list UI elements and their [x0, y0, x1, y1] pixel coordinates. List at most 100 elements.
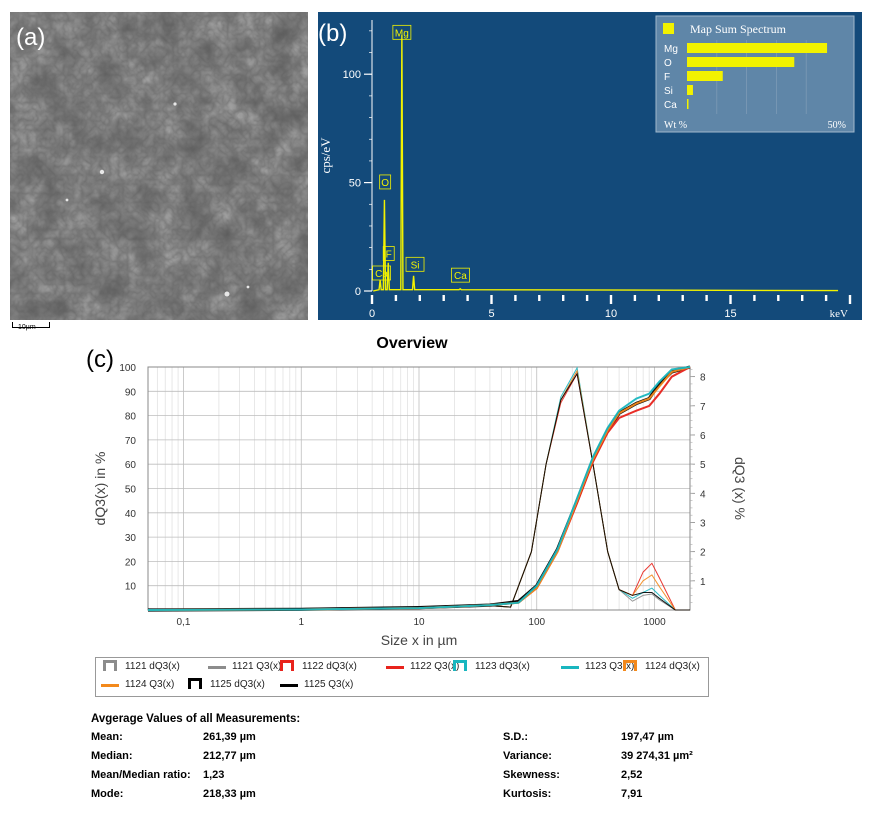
psd-y2-tick-label: 2 — [700, 548, 706, 559]
eds-peak-label-box — [379, 174, 392, 190]
eds-x-tick — [538, 295, 541, 301]
psd-plot-frame — [147, 366, 691, 611]
psd-y-tick-label: 30 — [125, 533, 137, 544]
eds-y-tick-label: 0 — [355, 286, 361, 298]
eds-y-tick-label: 100 — [343, 69, 361, 81]
legend-swatch-cumulative — [208, 666, 226, 669]
stat-label: Kurtosis: — [503, 788, 552, 800]
eds-peak-label-ca: Ca — [454, 271, 467, 282]
stat-label: Variance: — [503, 750, 552, 762]
legend-label: 1124 dQ3(x) — [645, 661, 700, 672]
eds-inset-category: O — [664, 58, 672, 69]
psd-y2-tick-label: 6 — [700, 431, 706, 442]
eds-peak-label-si: Si — [411, 260, 420, 271]
eds-inset-xmax-label: 50% — [828, 120, 846, 131]
eds-x-tick — [681, 295, 684, 301]
eds-x-tick — [609, 295, 613, 304]
stat-label: Skewness: — [503, 769, 560, 781]
psd-y-tick-label: 50 — [125, 485, 137, 496]
psd-y2-tick-label: 1 — [700, 577, 706, 588]
eds-inset-bar — [687, 85, 693, 95]
psd-x-tick-label: 1 — [298, 617, 304, 628]
eds-inset-xlabel: Wt % — [664, 120, 687, 131]
psd-y2-label: dQ3 (x) % — [732, 457, 748, 520]
psd-x-tick-label: 100 — [528, 617, 545, 628]
eds-x-tick-label: 10 — [605, 308, 617, 320]
legend-swatch-cumulative — [386, 666, 404, 669]
eds-x-tick — [777, 295, 780, 301]
stat-label: Median: — [91, 750, 133, 762]
eds-inset-legend-swatch — [663, 23, 674, 34]
stat-label: Mode: — [91, 788, 124, 800]
eds-x-tick — [418, 295, 421, 301]
sem-scale-bar — [12, 322, 50, 328]
eds-x-tick-label: 5 — [488, 308, 494, 320]
legend-label: 1123 Q3(x) — [585, 661, 635, 672]
eds-inset-category: Ca — [664, 100, 677, 111]
legend-swatch-density — [623, 660, 637, 671]
stat-value: 197,47 µm — [621, 731, 674, 743]
eds-x-tick — [490, 295, 493, 304]
legend-swatch-cumulative — [101, 684, 119, 687]
eds-x-tick — [585, 295, 589, 301]
panel-c-label: (c) — [86, 346, 114, 373]
eds-y-label: cps/eV — [318, 137, 333, 174]
stat-value: 1,23 — [203, 769, 225, 781]
eds-y-tick-label: 50 — [349, 178, 361, 190]
psd-x-tick-label: 1000 — [643, 617, 666, 628]
eds-x-tick — [466, 295, 469, 301]
sem-scale-label: 10µm — [18, 324, 36, 331]
eds-inset-title: Map Sum Spectrum — [690, 22, 787, 36]
psd-y-label: dQ3(x) in % — [92, 452, 108, 526]
psd-y-tick-label: 90 — [125, 387, 137, 398]
eds-x-tick — [705, 295, 708, 301]
eds-inset-category: Si — [664, 86, 673, 97]
eds-x-tick — [442, 295, 445, 301]
stat-value: 2,52 — [621, 769, 643, 781]
stat-label: Mean/Median ratio: — [91, 769, 191, 781]
legend-label: 1121 dQ3(x) — [125, 661, 180, 672]
eds-x-tick — [657, 295, 660, 301]
psd-y-tick-label: 20 — [125, 557, 137, 568]
eds-inset-category: F — [664, 72, 670, 83]
legend-label: 1124 Q3(x) — [125, 679, 175, 690]
eds-inset-bar — [687, 57, 795, 67]
legend-swatch-cumulative — [280, 684, 298, 687]
eds-x-tick — [370, 295, 374, 304]
eds-peak-label-ca: Ca — [375, 269, 388, 280]
legend-label: 1122 Q3(x) — [410, 661, 460, 672]
panel-b-label: (b) — [318, 20, 348, 47]
eds-peak-label-box — [372, 265, 391, 281]
eds-inset-bar — [687, 99, 689, 109]
sem-micrograph — [10, 12, 308, 320]
psd-x-label: Size x in µm — [381, 632, 458, 648]
legend-label: 1125 Q3(x) — [304, 679, 354, 690]
psd-x-tick-label: 0,1 — [177, 617, 191, 628]
psd-y-tick-label: 70 — [125, 436, 137, 447]
eds-peak-label-box — [405, 256, 425, 272]
stat-value: 212,77 µm — [203, 750, 256, 762]
eds-x-tick-label: 15 — [724, 308, 736, 320]
eds-x-tick — [824, 295, 828, 301]
psd-title: Overview — [376, 335, 448, 352]
eds-x-tick — [753, 295, 756, 301]
legend-swatch-density — [188, 678, 202, 689]
eds-x-tick — [394, 295, 398, 301]
psd-y-tick-label: 100 — [119, 363, 136, 374]
psd-x-tick-label: 10 — [413, 617, 425, 628]
psd-y2-tick-label: 3 — [700, 518, 706, 529]
psd-y2-tick-label: 8 — [700, 373, 706, 384]
psd-y-tick-label: 40 — [125, 509, 137, 520]
psd-y-tick-label: 10 — [125, 582, 137, 593]
eds-x-tick-label: 0 — [369, 308, 375, 320]
eds-spectrum-line — [373, 35, 839, 292]
eds-x-label: keV — [830, 308, 848, 320]
eds-inset-bar — [687, 71, 723, 81]
psd-cumulative-1123 — [147, 366, 691, 611]
legend-swatch-cumulative — [561, 666, 579, 669]
eds-x-tick — [848, 295, 852, 304]
legend-label: 1123 dQ3(x) — [475, 661, 530, 672]
legend-swatch-density — [280, 660, 294, 671]
stats-title: Avgerage Values of all Measurements: — [91, 713, 301, 725]
